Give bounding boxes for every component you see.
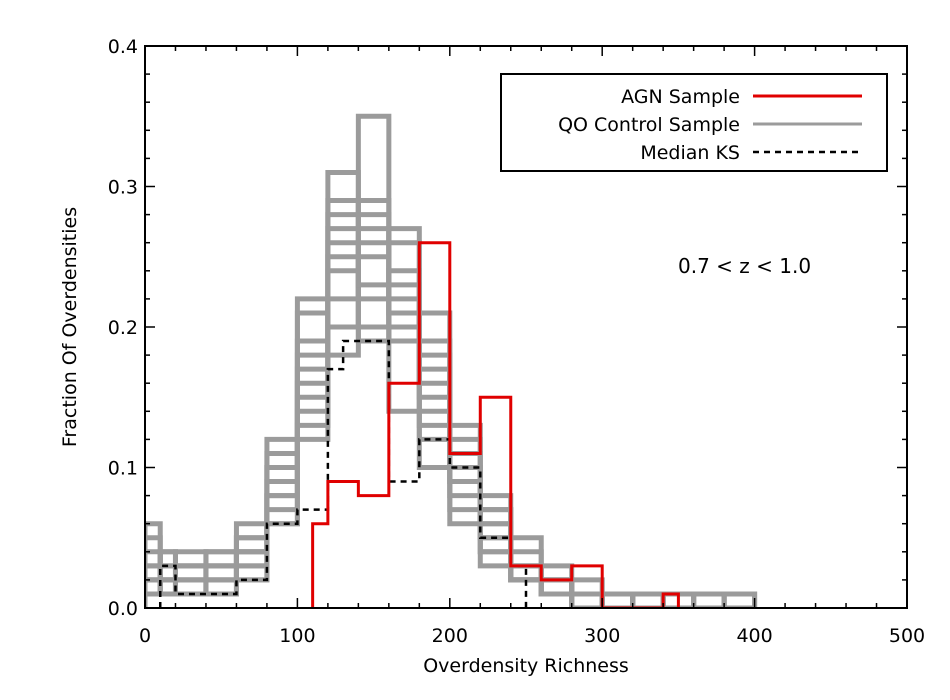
legend-label-median: Median KS — [640, 142, 740, 164]
y-tick-label: 0.3 — [108, 177, 138, 199]
x-tick-label: 0 — [139, 625, 151, 647]
x-axis-title: Overdensity Richness — [423, 655, 629, 677]
y-tick-label: 0.1 — [108, 458, 138, 480]
y-tick-label: 0.2 — [108, 317, 138, 339]
legend-label-qo: QO Control Sample — [558, 114, 740, 136]
median-ks-line — [158, 339, 528, 608]
x-tick-label: 100 — [279, 625, 315, 647]
legend-label-agn: AGN Sample — [621, 86, 740, 108]
y-tick-label: 0.0 — [108, 598, 138, 620]
x-tick-label: 300 — [584, 625, 620, 647]
x-tick-label: 500 — [889, 625, 925, 647]
x-tick-label: 400 — [736, 625, 772, 647]
legend: AGN Sample QO Control Sample Median KS — [500, 73, 888, 172]
x-tick-label: 200 — [432, 625, 468, 647]
axis-ticks: 0 100 200 300 400 500 0.0 0.1 0.2 0.3 0.4 — [108, 36, 925, 647]
y-tick-label: 0.4 — [108, 36, 138, 58]
median-ks-histogram — [158, 339, 528, 608]
y-axis-title: Fraction Of Overdensities — [59, 207, 81, 447]
redshift-range-annotation: 0.7 < z < 1.0 — [678, 254, 811, 278]
